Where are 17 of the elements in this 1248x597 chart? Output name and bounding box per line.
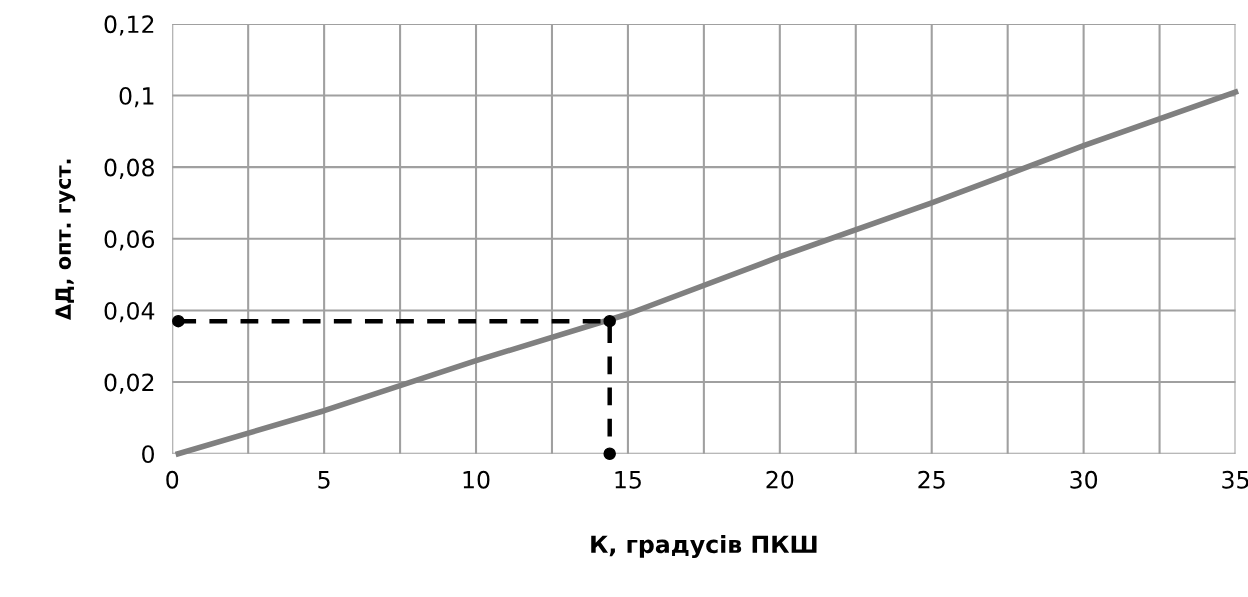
x-tick-label: 25 [918, 470, 945, 489]
x-axis-title: К, градусів ПКШ [591, 534, 817, 558]
x-tick-label: 0 [166, 470, 179, 489]
x-tick-label: 35 [1222, 470, 1248, 489]
y-tick-label: 0,02 [104, 373, 154, 394]
x-tick-label: 15 [615, 471, 641, 489]
y-tick-label: 0,08 [104, 158, 154, 179]
x-tick-label: 20 [766, 470, 794, 489]
y-tick-label: 0,12 [104, 15, 154, 36]
y-tick-label: 0,06 [104, 230, 155, 251]
y-axis-title: ΔД, опт. густ. [55, 159, 76, 320]
y-tick-label: 0,1 [119, 86, 154, 108]
x-tick-label: 5 [318, 471, 330, 489]
x-tick-label: 10 [463, 470, 490, 489]
x-tick-label: 30 [1070, 470, 1098, 489]
y-tick-label: 0 [142, 445, 154, 464]
y-tick-label: 0,04 [104, 301, 155, 323]
